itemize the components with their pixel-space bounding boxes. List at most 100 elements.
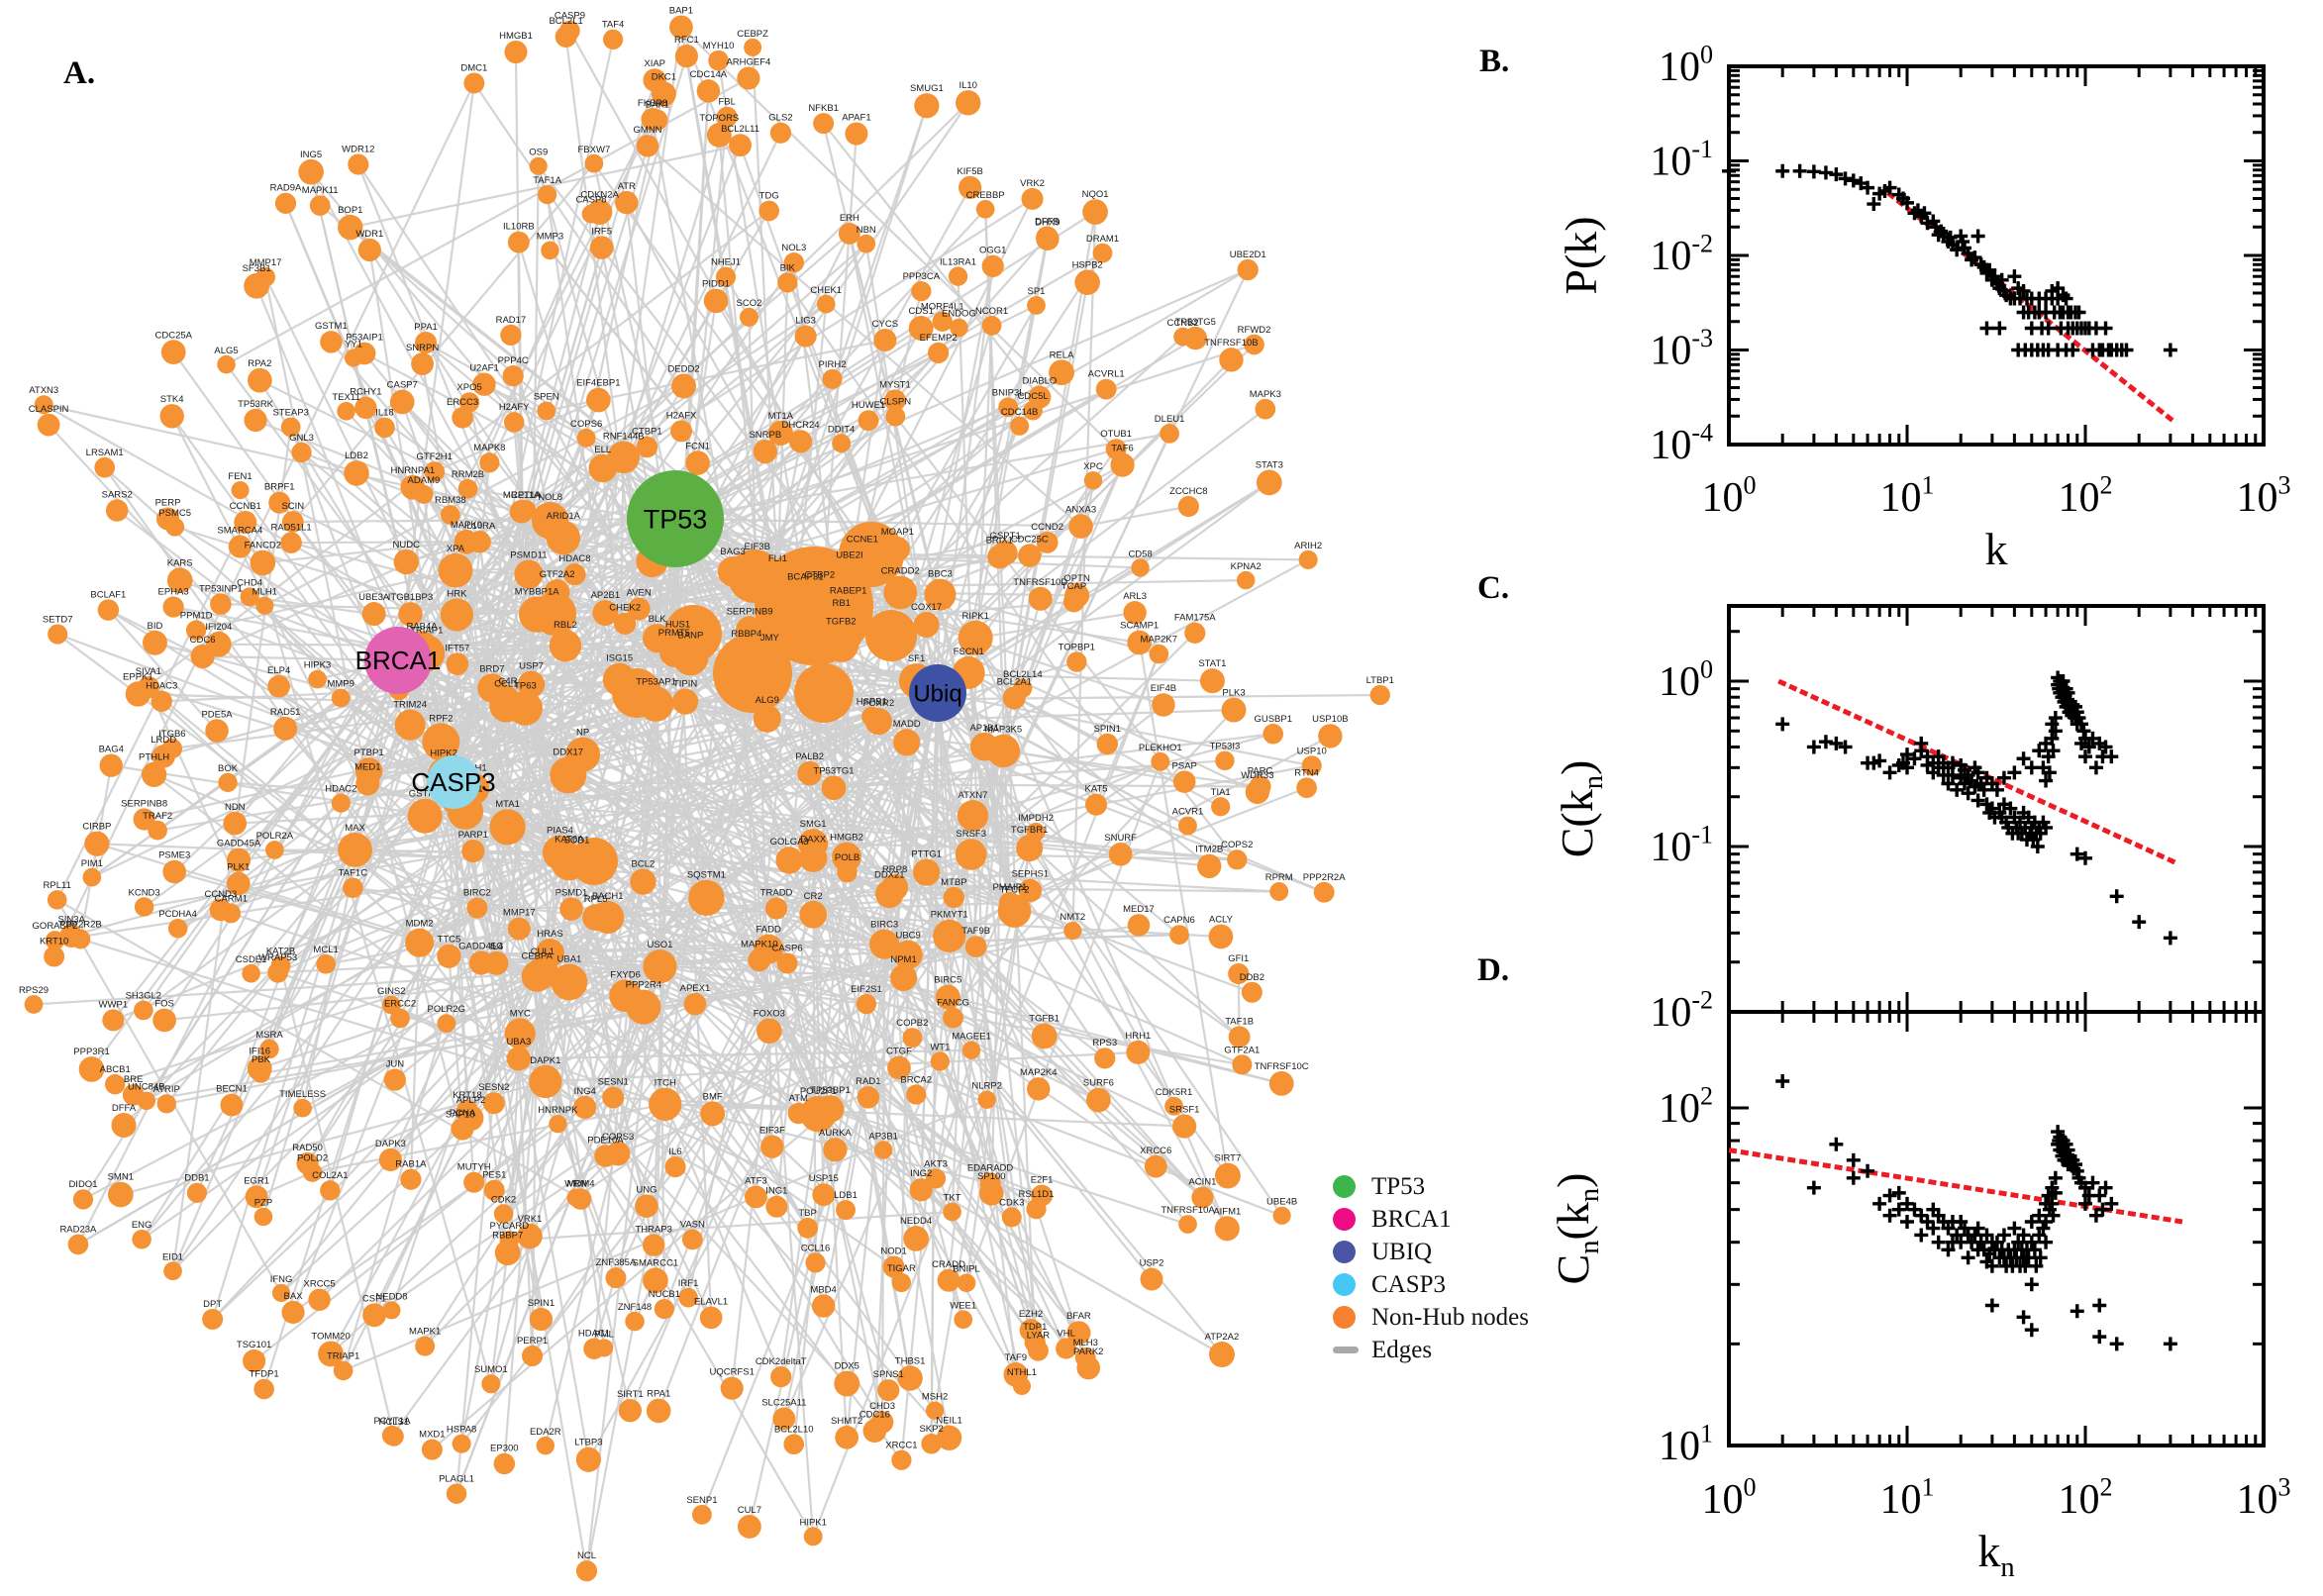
network-node bbox=[585, 387, 611, 413]
network-node bbox=[837, 861, 858, 883]
node-label: ATP2A2 bbox=[1205, 1332, 1240, 1343]
node-label: CHEK1 bbox=[810, 285, 842, 296]
network-node bbox=[891, 1449, 912, 1470]
node-label: NQO1 bbox=[1082, 189, 1109, 200]
network-node bbox=[231, 481, 250, 500]
network-node bbox=[799, 844, 828, 872]
node-label: PSMD11 bbox=[510, 549, 547, 560]
node-label: ARIH2 bbox=[1294, 541, 1322, 551]
x-axis-title-B: k bbox=[1985, 524, 2008, 574]
node-label: TEX11 bbox=[332, 392, 359, 403]
network-node bbox=[210, 593, 232, 615]
node-label: MXD1 bbox=[419, 1430, 445, 1441]
network-node bbox=[1083, 471, 1103, 490]
node-label: ING1 bbox=[765, 1186, 787, 1197]
node-label: COL2A1 bbox=[312, 1170, 348, 1181]
network-node bbox=[1178, 1215, 1197, 1234]
network-node bbox=[156, 1094, 176, 1114]
network-node bbox=[760, 1135, 784, 1158]
node-label: SERPINB8 bbox=[121, 798, 167, 809]
node-label: MSRA bbox=[255, 1030, 283, 1041]
node-label: PRMT5 bbox=[658, 628, 690, 639]
network-node bbox=[134, 897, 154, 917]
tick-label-10e0: 100 bbox=[1659, 40, 1713, 90]
node-label: NDN bbox=[225, 802, 246, 813]
network-node bbox=[625, 1311, 645, 1332]
network-node bbox=[856, 994, 877, 1015]
network-node bbox=[602, 29, 624, 50]
network-node bbox=[706, 123, 732, 148]
node-label: TRIM24 bbox=[393, 700, 427, 711]
node-label: WDR1 bbox=[355, 229, 383, 240]
network-node bbox=[218, 772, 238, 793]
node-label: TIGAR bbox=[887, 1263, 916, 1274]
node-label: CUL7 bbox=[738, 1505, 761, 1516]
network-node bbox=[857, 234, 876, 253]
node-label: HDAC3 bbox=[146, 681, 177, 692]
node-label: ITGB1BP3 bbox=[388, 592, 433, 603]
axis-ticks bbox=[1729, 1012, 2264, 1446]
node-label: MYC bbox=[510, 1008, 531, 1019]
node-label: CDC6 bbox=[190, 635, 216, 646]
fit-line bbox=[1728, 1147, 2183, 1225]
node-label: IL10 bbox=[959, 80, 977, 91]
hub-label-ubiq: Ubiq bbox=[913, 680, 961, 707]
network-node bbox=[1172, 770, 1196, 793]
node-label: DDX17 bbox=[553, 747, 583, 757]
network-node bbox=[627, 597, 651, 621]
node-label: JMY bbox=[760, 633, 780, 644]
node-label: EZH2 bbox=[1019, 1309, 1043, 1320]
network-node bbox=[1164, 1096, 1183, 1116]
network-node bbox=[1144, 1154, 1167, 1178]
node-label: FAM175A bbox=[1174, 613, 1216, 624]
node-label: RFC1 bbox=[674, 35, 699, 46]
node-label: DLEU1 bbox=[1155, 414, 1185, 425]
node-label: TGFB2 bbox=[826, 617, 857, 628]
node-label: TDP1 bbox=[1023, 1322, 1047, 1333]
network-node bbox=[226, 871, 251, 896]
node-label: KRT10 bbox=[40, 937, 68, 948]
node-label: EDARADD bbox=[967, 1162, 1014, 1173]
network-node bbox=[500, 324, 522, 347]
node-label: RRP8 bbox=[882, 864, 907, 875]
node-label: BAP1 bbox=[669, 6, 693, 17]
node-label: POU2F1 bbox=[800, 1086, 837, 1097]
node-label: MAPK11 bbox=[302, 185, 339, 196]
network-node bbox=[141, 761, 167, 787]
network-node bbox=[708, 50, 729, 71]
node-label: WWP1 bbox=[99, 999, 129, 1010]
network-node bbox=[205, 631, 232, 657]
node-label: SPIN1 bbox=[528, 1298, 555, 1309]
node-label: BRPF1 bbox=[264, 482, 295, 493]
network-node bbox=[394, 709, 426, 741]
node-label: PLAGL1 bbox=[439, 1473, 474, 1484]
network-node bbox=[877, 1379, 900, 1402]
network-node bbox=[981, 316, 1002, 336]
node-label: IL6 bbox=[668, 1147, 681, 1157]
node-label: CCNE1 bbox=[847, 534, 878, 545]
node-label: PERP1 bbox=[517, 1336, 548, 1347]
node-label: MTBP bbox=[941, 877, 966, 888]
network-node bbox=[788, 430, 813, 453]
network-node bbox=[715, 266, 737, 287]
node-label: RAD1 bbox=[856, 1076, 880, 1087]
node-label: ACIN1 bbox=[1188, 1176, 1216, 1187]
network-node bbox=[776, 952, 798, 974]
node-label: TRIAP1 bbox=[410, 625, 443, 636]
node-label: XPA bbox=[447, 544, 465, 554]
network-node bbox=[461, 839, 485, 863]
node-label: CASP7 bbox=[387, 380, 418, 391]
node-label: IFI16 bbox=[249, 1047, 270, 1057]
node-label: E2F1 bbox=[1031, 1175, 1054, 1186]
network-node bbox=[913, 612, 940, 639]
node-label: USP7 bbox=[519, 661, 544, 672]
node-label: NOL3 bbox=[781, 243, 806, 253]
network-node bbox=[37, 413, 60, 437]
node-label: POLR2G bbox=[428, 1004, 466, 1015]
network-node bbox=[59, 924, 83, 948]
network-node bbox=[1049, 359, 1074, 386]
network-node bbox=[1244, 334, 1264, 355]
node-label: ITCH bbox=[655, 1078, 676, 1089]
